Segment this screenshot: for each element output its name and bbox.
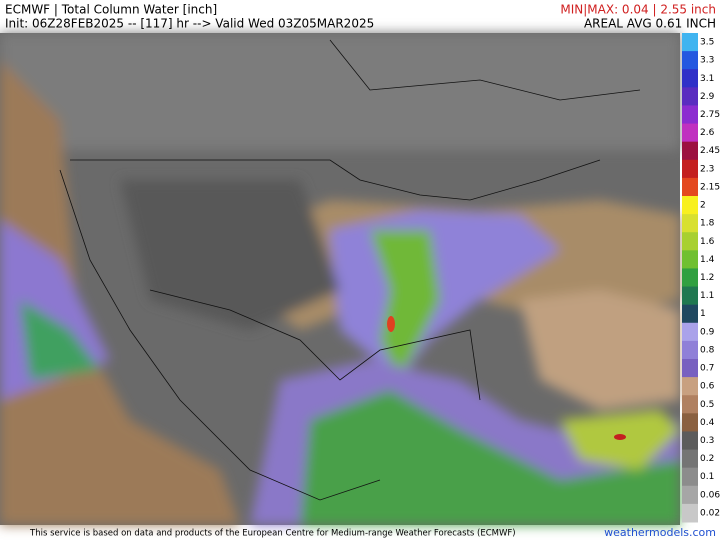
colorbar-swatch [682, 69, 698, 88]
colorbar-label: 1 [700, 309, 706, 319]
map [0, 33, 680, 525]
min-max: MIN|MAX: 0.04 | 2.55 inch [560, 3, 716, 17]
colorbar-swatch [682, 196, 698, 215]
colorbar-label: 1.1 [700, 291, 714, 301]
colorbar-swatch [682, 141, 698, 161]
colorbar-swatch [682, 159, 698, 179]
colorbar-label: 1.2 [700, 273, 714, 283]
colorbar-swatch [682, 304, 698, 324]
colorbar: 3.5 3.3 3.1 2.9 2.75 2.6 2.45 2.3 2.15 2 1.8 1.6 1.4… [682, 33, 720, 523]
colorbar-swatch [682, 177, 698, 197]
colorbar-label: 0.02 [700, 508, 720, 518]
colorbar-swatch [682, 268, 698, 288]
colorbar-label: 0.9 [700, 327, 715, 337]
colorbar-label: 2.6 [700, 128, 715, 138]
colorbar-swatch [682, 322, 698, 342]
colorbar-label: 3.3 [700, 56, 714, 66]
init-time: Init: 06Z28FEB2025 -- [117] hr --> Valid… [5, 17, 374, 31]
colorbar-swatch [682, 395, 698, 414]
colorbar-label: 0.4 [700, 418, 715, 428]
colorbar-swatch [682, 359, 698, 378]
colorbar-label: 2.3 [700, 164, 714, 174]
colorbar-label: 0.06 [700, 490, 720, 500]
colorbar-label: 0.7 [700, 364, 714, 374]
colorbar-label: 0.1 [700, 472, 714, 482]
colorbar-label: 3.5 [700, 38, 714, 48]
borders [59, 39, 641, 501]
colorbar-swatch [682, 87, 698, 106]
colorbar-label: 2.15 [700, 182, 720, 192]
colorbar-label: 0.5 [700, 400, 714, 410]
colorbar-label: 2.9 [700, 92, 715, 102]
colorbar-swatch [682, 105, 698, 125]
colorbar-swatch [682, 340, 698, 360]
colorbar-swatch [682, 449, 698, 469]
colorbar-swatch [682, 431, 698, 451]
colorbar-label: 2.75 [700, 110, 720, 120]
colorbar-label: 3.1 [700, 74, 714, 84]
colorbar-label: 0.2 [700, 454, 714, 464]
colorbar-label: 0.3 [700, 436, 714, 446]
colorbar-swatch [682, 51, 698, 70]
colorbar-swatch [682, 467, 698, 487]
moisture-field [0, 33, 680, 525]
colorbar-swatch [682, 123, 698, 143]
colorbar-swatch [682, 377, 698, 396]
max-spot [387, 316, 395, 332]
colorbar-swatch [682, 33, 698, 52]
colorbar-label: 0.6 [700, 382, 715, 392]
colorbar-swatch [682, 232, 698, 251]
max-spot [614, 434, 626, 440]
colorbar-label: 2.45 [700, 146, 720, 156]
credit: This service is based on data and produc… [29, 529, 516, 539]
colorbar-swatch [682, 286, 698, 306]
areal-avg: AREAL AVG 0.61 INCH [584, 17, 716, 31]
colorbar-label: 0.8 [700, 345, 715, 355]
colorbar-label: 1.4 [700, 255, 715, 265]
site-link[interactable]: weathermodels.com [604, 526, 716, 539]
colorbar-label: 1.6 [700, 237, 715, 247]
colorbar-swatch [682, 214, 698, 233]
title: ECMWF | Total Column Water [inch] [5, 3, 217, 17]
colorbar-swatch [682, 485, 698, 505]
colorbar-swatch [682, 250, 698, 269]
colorbar-label: 1.8 [700, 219, 715, 229]
colorbar-swatch [682, 413, 698, 432]
colorbar-swatch [682, 503, 698, 523]
colorbar-label: 2 [700, 201, 706, 211]
